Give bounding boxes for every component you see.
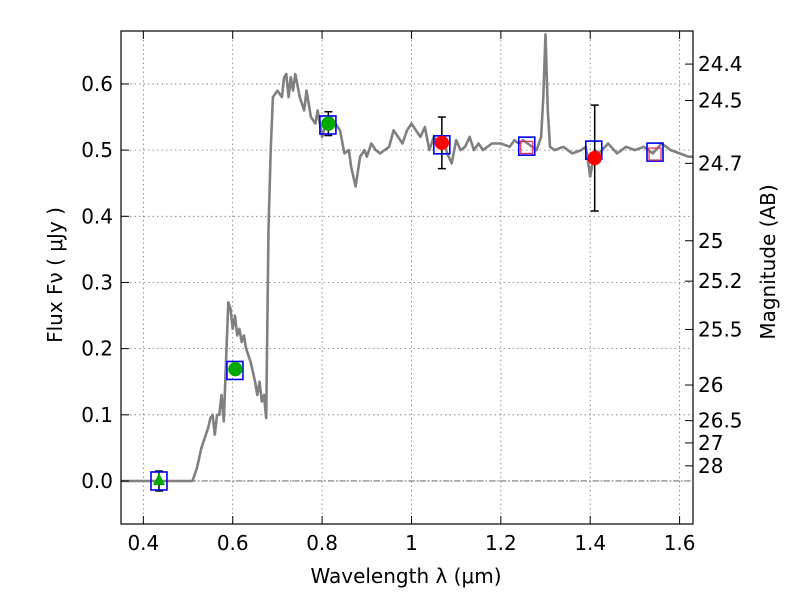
x-axis-label: Wavelength λ (μm) (310, 564, 501, 588)
y-tick-label: 0.3 (81, 270, 113, 294)
x-tick-label: 0.4 (127, 531, 159, 555)
y-tick-label: 0.6 (81, 72, 113, 96)
y-tick-label: 0.4 (81, 204, 113, 228)
model-photometry-square (150, 471, 168, 491)
hst-ir-photometry-point (587, 150, 602, 166)
right-tick-label: 26.5 (698, 409, 743, 433)
hst-ir-photometry-point (434, 135, 450, 151)
model-photometry-square (646, 142, 664, 162)
markers (150, 104, 664, 492)
right-tick-label: 27 (698, 431, 723, 455)
spectrum-line (121, 33, 693, 483)
right-tick-label: 24.5 (698, 88, 743, 112)
upper-limit-triangle (152, 472, 165, 485)
y-tick-label: 0.1 (81, 403, 113, 427)
hst-photometry-point (228, 361, 243, 377)
y-axis-label-right: Magnitude (AB) (756, 184, 780, 339)
y-tick-label: 0.5 (81, 138, 113, 162)
model-spectrum (121, 33, 693, 483)
x-tick-label: 1.4 (574, 531, 606, 555)
y-tick-label: 0.0 (81, 469, 113, 493)
x-tick-label: 0.6 (217, 531, 249, 555)
open-marker (648, 147, 662, 161)
right-tick-label: 25.5 (698, 317, 743, 341)
x-tick-label: 1 (405, 531, 418, 555)
model-photometry-square (226, 360, 244, 381)
plot-frame (120, 30, 694, 525)
x-tick-label: 1.2 (485, 531, 517, 555)
hst-photometry-point (321, 116, 336, 131)
right-tick-label: 24.4 (698, 52, 743, 76)
right-tick-label: 25.2 (698, 269, 743, 293)
x-tick-label: 1.6 (664, 531, 696, 555)
y-axis-label: Flux Fν ( μJy ) (43, 207, 67, 343)
right-tick-label: 25 (698, 229, 723, 253)
model-photometry-square (319, 115, 337, 135)
ticks: 0.4 0.6 0.8 1 1.2 1.4 1.6 0.0 0.1 0.2 0.3 0.4 0.5 0.6… (81, 31, 743, 555)
model-photometry-square (517, 136, 536, 156)
right-tick-label: 28 (698, 454, 723, 478)
x-tick-label: 0.8 (306, 531, 338, 555)
open-marker (520, 140, 534, 155)
y-tick-label: 0.2 (81, 337, 113, 361)
right-tick-label: 26 (698, 373, 723, 397)
right-tick-label: 24.7 (698, 151, 743, 175)
